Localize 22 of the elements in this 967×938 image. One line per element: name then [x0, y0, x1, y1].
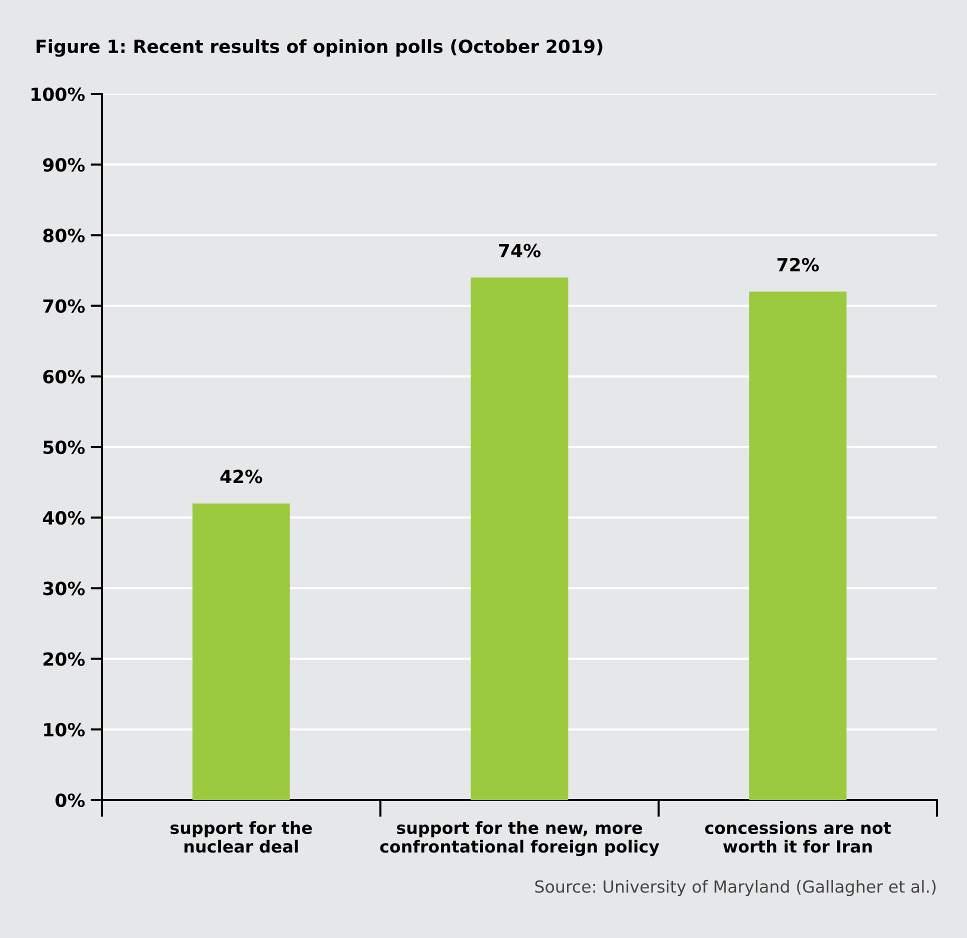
x-tick-label: support for the new, more confrontational foreign policy — [380, 821, 660, 856]
data-label: 42% — [220, 470, 262, 484]
data-label: 72% — [777, 258, 819, 272]
bar — [470, 278, 568, 800]
y-tick-label: 20% — [44, 652, 85, 666]
y-tick-label: 60% — [43, 370, 85, 384]
y-tick-label: 90% — [43, 158, 85, 172]
y-tick-label: 100% — [32, 87, 85, 102]
bar — [749, 292, 847, 800]
source-note: Source: University of Maryland (Gallagher et al.) — [535, 880, 936, 896]
y-tick-label: 50% — [44, 440, 85, 454]
y-tick-label: 70% — [43, 299, 85, 313]
y-tick-label: 40% — [42, 511, 85, 525]
data-label: 74% — [499, 244, 541, 258]
x-tick-label: concessions are not worth it for Iran — [705, 821, 891, 853]
y-tick-label: 10% — [44, 722, 85, 737]
bar — [192, 503, 290, 800]
x-tick-label: support for the nuclear deal — [170, 821, 312, 853]
y-tick-label: 80% — [43, 228, 85, 242]
chart-title: Figure 1: Recent results of opinion polls (October 2019) — [36, 39, 602, 57]
y-tick-label: 30% — [43, 582, 85, 596]
y-tick-label: 0% — [56, 793, 85, 808]
